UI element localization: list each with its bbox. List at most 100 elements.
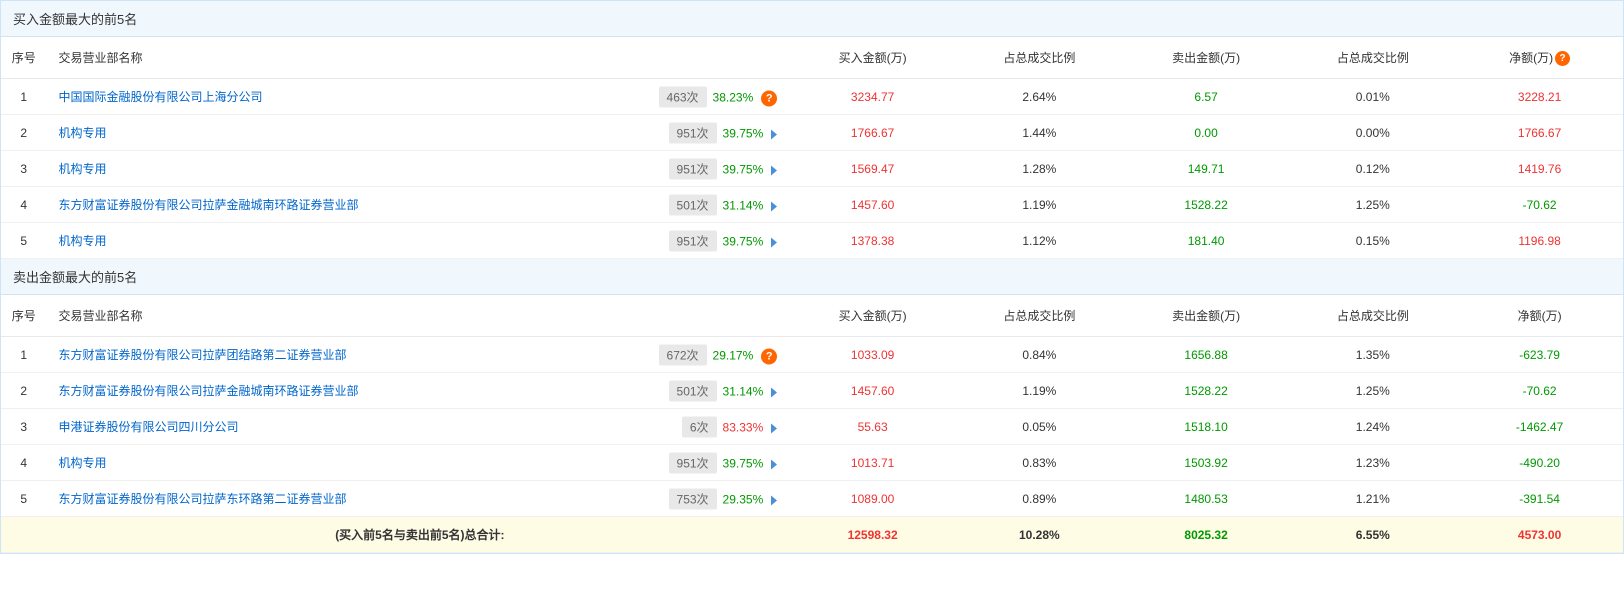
expand-arrow-icon[interactable] [771, 387, 777, 397]
branch-link[interactable]: 东方财富证券股份有限公司拉萨东环路第二证券营业部 [58, 492, 346, 506]
branch-link[interactable]: 东方财富证券股份有限公司拉萨金融城南环路证券营业部 [58, 384, 358, 398]
cell-buy-amount: 1457.60 [789, 373, 956, 409]
rate-value: 83.33% [723, 420, 764, 434]
cell-buy-amount: 1457.60 [789, 187, 956, 223]
count-badge[interactable]: 501次 [669, 380, 717, 401]
branch-link[interactable]: 东方财富证券股份有限公司拉萨团结路第二证券营业部 [58, 348, 346, 362]
cell-net: 1196.98 [1456, 223, 1623, 259]
table-row: 4 机构专用 951次 39.75% 1013.710.83%1503.921.23%-… [1, 445, 1623, 481]
cell-sell-pct: 1.23% [1289, 445, 1456, 481]
col-name: 交易营业部名称 [46, 295, 789, 337]
cell-sell-amount: 181.40 [1123, 223, 1290, 259]
count-badge[interactable]: 6次 [682, 416, 717, 437]
cell-sell-amount: 1528.22 [1123, 187, 1290, 223]
count-badge[interactable]: 463次 [659, 86, 707, 107]
col-buy-pct: 占总成交比例 [956, 295, 1123, 337]
branch-link[interactable]: 东方财富证券股份有限公司拉萨金融城南环路证券营业部 [58, 198, 358, 212]
cell-sell-pct: 1.25% [1289, 187, 1456, 223]
table-row: 3申港证券股份有限公司四川分公司6次83.33%55.630.05%1518.1… [1, 409, 1623, 445]
col-buy: 买入金额(万) [789, 37, 956, 79]
total-buy: 12598.32 [789, 517, 956, 553]
count-badge[interactable]: 951次 [669, 452, 717, 473]
cell-buy-pct: 1.12% [956, 223, 1123, 259]
expand-arrow-icon[interactable] [771, 237, 777, 247]
rate-value: 39.75% [723, 162, 764, 176]
cell-buy-pct: 0.83% [956, 445, 1123, 481]
buy-section-title: 买入金额最大的前5名 [1, 1, 1623, 37]
col-sell: 卖出金额(万) [1123, 295, 1290, 337]
cell-buy-amount: 1013.71 [789, 445, 956, 481]
table-row: 5东方财富证券股份有限公司拉萨东环路第二证券营业部753次29.35%1089.… [1, 481, 1623, 517]
branch-link[interactable]: 机构专用 [58, 162, 106, 176]
branch-link[interactable]: 机构专用 [58, 456, 106, 470]
count-badge[interactable]: 501次 [669, 194, 717, 215]
cell-sell-pct: 0.01% [1289, 79, 1456, 115]
cell-name: 东方财富证券股份有限公司拉萨团结路第二证券营业部 672次 29.17%? [46, 337, 789, 373]
cell-seq: 4 [1, 445, 46, 481]
cell-seq: 2 [1, 115, 46, 151]
expand-arrow-icon[interactable] [771, 423, 777, 433]
rate-value: 39.75% [723, 126, 764, 140]
rate-value: 31.14% [723, 384, 764, 398]
cell-sell-amount: 6.57 [1123, 79, 1290, 115]
cell-seq: 5 [1, 481, 46, 517]
rate-value: 31.14% [723, 198, 764, 212]
cell-name: 东方财富证券股份有限公司拉萨金融城南环路证券营业部 501次 31.14% [46, 187, 789, 223]
cell-name: 东方财富证券股份有限公司拉萨东环路第二证券营业部753次29.35% [46, 481, 789, 517]
total-sell: 8025.32 [1123, 517, 1290, 553]
cell-net: -623.79 [1456, 337, 1623, 373]
expand-arrow-icon[interactable] [771, 459, 777, 469]
col-seq: 序号 [1, 37, 46, 79]
cell-buy-amount: 55.63 [789, 409, 956, 445]
cell-buy-pct: 2.64% [956, 79, 1123, 115]
expand-arrow-icon[interactable] [771, 129, 777, 139]
cell-name: 机构专用 951次 39.75% [46, 445, 789, 481]
cell-seq: 1 [1, 79, 46, 115]
rate-value: 39.75% [723, 456, 764, 470]
count-badge[interactable]: 672次 [659, 344, 707, 365]
question-icon[interactable]: ? [1555, 51, 1570, 66]
expand-arrow-icon[interactable] [771, 495, 777, 505]
table-row: 3机构专用951次39.75%1569.471.28%149.710.12%14… [1, 151, 1623, 187]
cell-name: 机构专用951次39.75% [46, 223, 789, 259]
cell-seq: 2 [1, 373, 46, 409]
cell-buy-amount: 1378.38 [789, 223, 956, 259]
cell-buy-pct: 1.19% [956, 187, 1123, 223]
col-net: 净额(万)? [1456, 37, 1623, 79]
count-badge[interactable]: 753次 [669, 488, 717, 509]
cell-name: 机构专用 951次 39.75% [46, 151, 789, 187]
count-badge[interactable]: 951次 [669, 230, 717, 251]
table-row: 1东方财富证券股份有限公司拉萨团结路第二证券营业部672次29.17%?1033… [1, 337, 1623, 373]
col-sell-pct: 占总成交比例 [1289, 37, 1456, 79]
expand-arrow-icon[interactable] [771, 201, 777, 211]
branch-link[interactable]: 机构专用 [58, 234, 106, 248]
cell-sell-amount: 1503.92 [1123, 445, 1290, 481]
branch-link[interactable]: 申港证券股份有限公司四川分公司 [58, 420, 238, 434]
cell-name: 申港证券股份有限公司四川分公司 6次 83.33% [46, 409, 789, 445]
cell-net: -490.20 [1456, 445, 1623, 481]
branch-link[interactable]: 机构专用 [58, 126, 106, 140]
cell-buy-amount: 1766.67 [789, 115, 956, 151]
branch-link[interactable]: 中国国际金融股份有限公司上海分公司 [58, 90, 262, 104]
main-container: 买入金额最大的前5名 序号 交易营业部名称 买入金额(万) 占总成交比例 卖出金… [0, 0, 1624, 554]
cell-buy-pct: 0.89% [956, 481, 1123, 517]
rate-value: 29.17% [713, 348, 754, 362]
expand-arrow-icon[interactable] [771, 165, 777, 175]
cell-buy-amount: 1089.00 [789, 481, 956, 517]
total-buy-pct: 10.28% [956, 517, 1123, 553]
cell-net: -70.62 [1456, 187, 1623, 223]
count-badge[interactable]: 951次 [669, 122, 717, 143]
info-icon[interactable]: ? [761, 90, 777, 106]
count-badge[interactable]: 951次 [669, 158, 717, 179]
cell-sell-pct: 0.12% [1289, 151, 1456, 187]
info-icon[interactable]: ? [761, 348, 777, 364]
table-row: 1中国国际金融股份有限公司上海分公司463次38.23%?3234.772.64… [1, 79, 1623, 115]
cell-net: -70.62 [1456, 373, 1623, 409]
cell-sell-pct: 0.15% [1289, 223, 1456, 259]
cell-sell-amount: 1518.10 [1123, 409, 1290, 445]
table-row: 2 东方财富证券股份有限公司拉萨金融城南环路证券营业部 501次 31.14% 1457… [1, 373, 1623, 409]
cell-buy-amount: 3234.77 [789, 79, 956, 115]
cell-buy-amount: 1569.47 [789, 151, 956, 187]
cell-buy-pct: 0.05% [956, 409, 1123, 445]
cell-net: 3228.21 [1456, 79, 1623, 115]
